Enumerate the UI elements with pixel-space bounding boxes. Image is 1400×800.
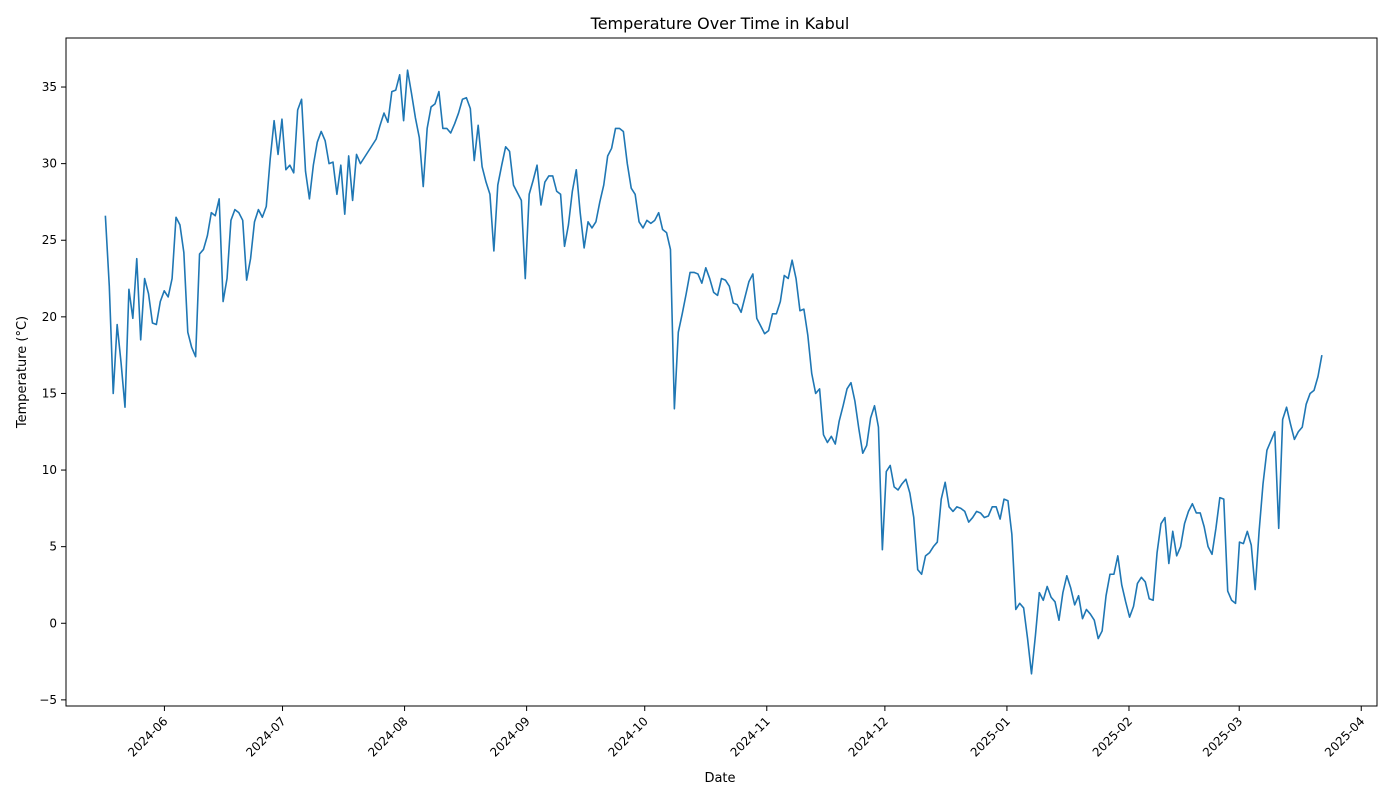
x-tick-label: 2025-03 bbox=[1200, 714, 1245, 759]
y-tick-label: −5 bbox=[39, 693, 57, 707]
plot-area bbox=[65, 37, 1378, 707]
x-tick-label: 2025-04 bbox=[1322, 714, 1367, 759]
x-axis: 2024-06 2024-07 2024-08 2024-09 2024-10 2024-… bbox=[125, 706, 1367, 760]
y-tick-label: 5 bbox=[49, 540, 57, 554]
x-tick-label: 2025-01 bbox=[968, 714, 1013, 759]
y-tick-label: 10 bbox=[42, 463, 57, 477]
y-tick-label: 30 bbox=[42, 157, 57, 171]
x-tick-label: 2025-02 bbox=[1090, 714, 1135, 759]
y-tick-label: 15 bbox=[42, 386, 57, 400]
x-tick-label: 2024-10 bbox=[605, 714, 650, 759]
x-tick-label: 2024-08 bbox=[365, 714, 410, 759]
x-tick-label: 2024-06 bbox=[125, 714, 170, 759]
y-tick-label: 35 bbox=[42, 80, 57, 94]
x-tick-label: 2024-09 bbox=[487, 714, 532, 759]
x-tick-label: 2024-07 bbox=[243, 714, 288, 759]
temperature-line bbox=[104, 69, 1323, 675]
y-tick-label: 25 bbox=[42, 233, 57, 247]
x-axis-title: Date bbox=[704, 771, 735, 786]
y-axis-title: Temperature (°C) bbox=[15, 316, 30, 429]
x-tick-label: 2024-12 bbox=[846, 714, 891, 759]
y-tick-label: 20 bbox=[42, 310, 57, 324]
chart-title: Temperature Over Time in Kabul bbox=[590, 14, 850, 33]
y-tick-label: 0 bbox=[49, 616, 57, 630]
x-tick-label: 2024-11 bbox=[728, 714, 773, 759]
y-axis: −5 0 5 10 15 20 25 30 35 bbox=[39, 80, 66, 707]
